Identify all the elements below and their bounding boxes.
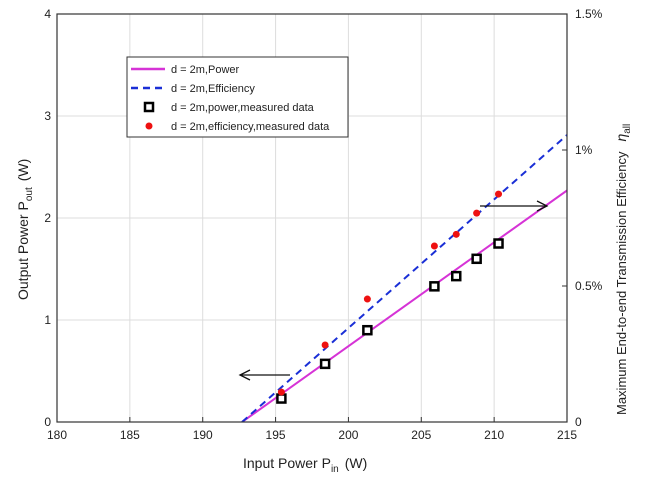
series-line (241, 189, 567, 422)
legend-box (126, 56, 349, 138)
data-point-square (429, 281, 440, 292)
data-point-square (451, 270, 462, 282)
y-tick-label: 1 (44, 313, 51, 327)
data-point-square (493, 238, 504, 249)
arrow-left-head (238, 369, 251, 381)
y2-tick-label: 0 (575, 415, 582, 429)
x-tick-label: 200 (338, 428, 358, 442)
arrow-right-head (536, 200, 549, 212)
data-point-square (471, 253, 482, 265)
x-tick-label: 215 (557, 428, 577, 442)
data-point-dot (473, 209, 481, 217)
x-tick-label: 180 (47, 428, 67, 442)
legend-label: d = 2m,Efficiency (171, 83, 255, 95)
data-point-square (362, 324, 373, 336)
y-tick-label: 0 (44, 415, 51, 429)
data-point-dot (452, 230, 460, 238)
data-point-dot (363, 295, 371, 303)
x-tick-label: 195 (266, 428, 286, 442)
data-point-square (276, 393, 287, 404)
legend-marker (145, 122, 153, 130)
y-tick-label: 2 (44, 211, 51, 225)
x-tick-label: 185 (120, 428, 140, 442)
series (238, 134, 567, 422)
x-tick-label: 210 (484, 428, 504, 442)
y-tick-label: 3 (44, 109, 51, 123)
x-tick-label: 205 (411, 428, 431, 442)
y2-tick-label: 0.5% (575, 279, 603, 293)
y2-axis-label: Maximum End-to-end Transmission Efficien… (613, 124, 633, 415)
x-tick-label: 190 (193, 428, 213, 442)
data-point-dot (277, 388, 285, 396)
x-axis-label: Input Power Pin (W) (243, 455, 367, 475)
legend-label: d = 2m,Power (171, 64, 240, 76)
legend: d = 2m,Power d = 2m,Efficiency d = 2m,powe… (126, 56, 349, 138)
data-point-dot (321, 341, 329, 349)
plot-frame (56, 13, 568, 423)
y-tick-label: 4 (44, 7, 51, 21)
data-point-dot (495, 190, 503, 198)
y2-tick-label: 1% (575, 143, 593, 157)
legend-marker (143, 101, 155, 113)
legend-label: d = 2m,power,measured data (171, 102, 315, 114)
data-point-dot (430, 242, 438, 250)
legend-label: d = 2m,efficiency,measured data (171, 121, 330, 133)
series-line (241, 134, 567, 422)
y2-tick-label: 1.5% (575, 7, 603, 21)
y-axis-label: Output Power Pout(W) (15, 159, 35, 300)
data-point-square (319, 358, 331, 370)
